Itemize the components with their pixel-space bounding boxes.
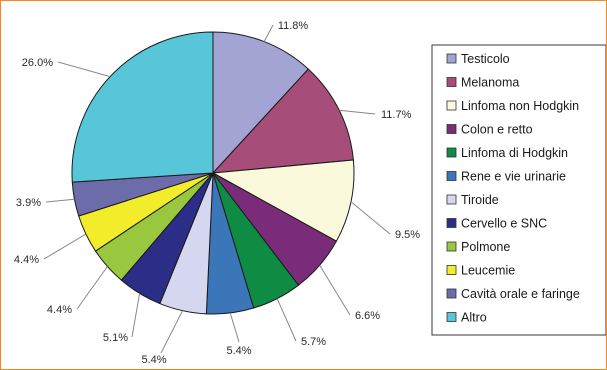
legend-label-8: Cervello e SNC bbox=[461, 217, 547, 231]
data-labels: 11.8% 11.7% 9.5% 6.6% 5.7% 5.4% 5.4% 5.1% 4.4% 4.… bbox=[14, 20, 420, 366]
legend-swatch-5 bbox=[446, 147, 457, 158]
legend-label-2: Melanoma bbox=[461, 76, 519, 90]
leader-line-11 bbox=[45, 198, 75, 203]
legend-label-12: Altro bbox=[461, 311, 487, 325]
legend-swatch-11 bbox=[446, 288, 457, 299]
leader-line-1 bbox=[263, 24, 274, 42]
legend-items: Testicolo Melanoma Linfoma non Hodgkin Colo… bbox=[446, 52, 580, 325]
leader-line-9 bbox=[76, 266, 108, 310]
legend-swatch-9 bbox=[446, 241, 457, 252]
data-label-4: 6.6% bbox=[355, 310, 380, 322]
leader-line-12 bbox=[57, 61, 111, 78]
data-label-11: 3.9% bbox=[16, 197, 41, 209]
legend-label-9: Polmone bbox=[461, 240, 510, 254]
legend-swatch-6 bbox=[446, 171, 457, 181]
legend-swatch-4 bbox=[446, 124, 457, 134]
leader-line-4 bbox=[319, 264, 351, 316]
legend-label-1: Testicolo bbox=[461, 52, 510, 66]
data-label-3: 9.5% bbox=[395, 229, 420, 241]
data-label-5: 5.7% bbox=[301, 336, 326, 348]
data-label-1: 11.8% bbox=[278, 20, 309, 32]
legend-swatch-3 bbox=[446, 100, 457, 111]
legend-box bbox=[431, 44, 606, 336]
data-label-7: 5.4% bbox=[141, 354, 166, 366]
legend-label-11: Cavità orale e faringe bbox=[461, 287, 580, 301]
pie-slice-1 bbox=[212, 31, 310, 175]
data-label-6: 5.4% bbox=[226, 345, 251, 357]
legend-swatch-10 bbox=[446, 265, 457, 275]
legend-label-6: Rene e vie urinarie bbox=[461, 170, 566, 184]
leader-line-5 bbox=[276, 298, 297, 342]
pie-slices bbox=[71, 31, 355, 315]
legend-label-10: Leucemie bbox=[461, 264, 515, 278]
leader-line-8 bbox=[131, 293, 141, 338]
data-label-12: 26.0% bbox=[22, 57, 53, 69]
legend-swatch-2 bbox=[446, 77, 457, 87]
legend: Testicolo Melanoma Linfoma non Hodgkin Colo… bbox=[431, 44, 606, 336]
legend-label-5: Linfoma di Hodgkin bbox=[461, 146, 568, 160]
leader-line-10 bbox=[43, 233, 87, 260]
pie-slice-2 bbox=[211, 68, 354, 174]
data-label-8: 5.1% bbox=[103, 332, 128, 344]
leader-lines bbox=[43, 24, 391, 354]
legend-swatch-1 bbox=[446, 53, 457, 64]
data-label-10: 4.4% bbox=[14, 254, 39, 266]
legend-swatch-8 bbox=[446, 218, 457, 228]
data-label-9: 4.4% bbox=[47, 304, 72, 316]
legend-label-7: Tiroide bbox=[461, 193, 499, 207]
leader-line-3 bbox=[350, 201, 391, 235]
pie-slice-12 bbox=[71, 31, 214, 183]
leader-line-2 bbox=[339, 109, 376, 115]
legend-label-3: Linfoma non Hodgkin bbox=[461, 99, 579, 113]
legend-label-4: Colon e retto bbox=[461, 123, 533, 137]
pie-slice-3 bbox=[211, 159, 355, 242]
leader-line-7 bbox=[160, 310, 184, 354]
data-label-2: 11.7% bbox=[381, 109, 412, 121]
leader-line-6 bbox=[229, 312, 240, 343]
legend-swatch-7 bbox=[446, 194, 457, 205]
legend-swatch-12 bbox=[446, 312, 457, 322]
